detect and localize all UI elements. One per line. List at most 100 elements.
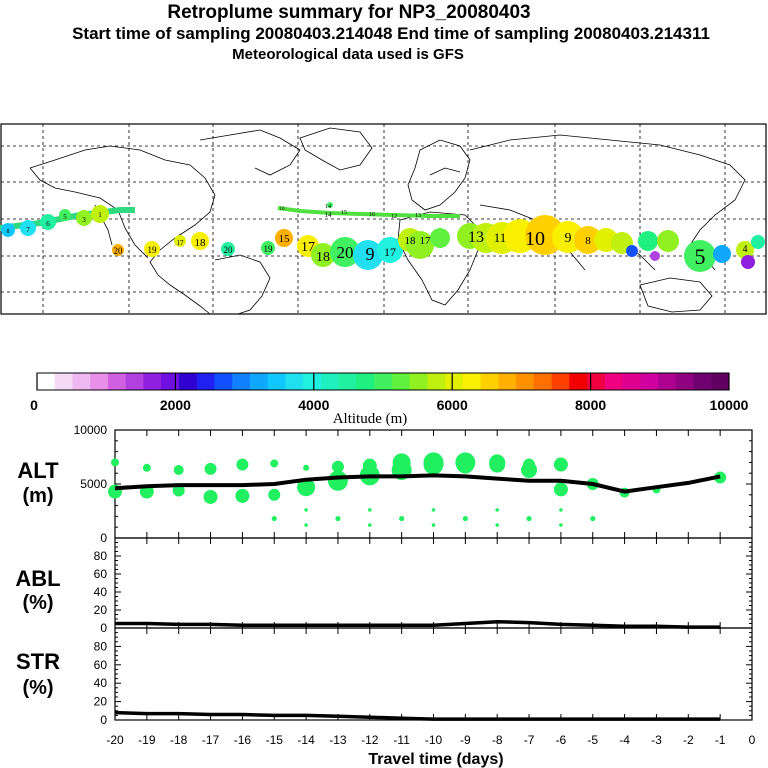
colorbar-swatch (196, 373, 215, 390)
plume-blob (751, 235, 765, 249)
x-tick-label: -9 (460, 733, 471, 747)
plume-day-label: 18 (405, 235, 417, 247)
plume-blobs (1, 202, 765, 272)
alt-bubble (423, 454, 444, 475)
alt-bubble (553, 482, 568, 497)
colorbar-swatch (622, 373, 641, 390)
alt-bubble (204, 462, 217, 475)
x-axis-label: Travel time (days) (368, 751, 503, 768)
plume-day-label: 17 (420, 235, 432, 247)
plume-day-label: 11 (494, 230, 507, 245)
alt-bubble (303, 464, 310, 471)
y-tick-label: 80 (94, 639, 108, 653)
alt-bubble (173, 464, 184, 475)
alt-panel: 10000 5000 0 (74, 423, 753, 545)
alt-bubble (489, 456, 506, 473)
plume-day-label: 10 (280, 207, 286, 212)
altitude-colorbar: 0 2000 4000 6000 8000 10000 (30, 372, 749, 413)
alt-bubble (172, 484, 185, 497)
plume-day-label: 20 (114, 246, 124, 256)
y-tick-label: 80 (94, 549, 108, 563)
plume-day-label: 8 (585, 235, 591, 247)
plume-day-label: 17 (177, 239, 185, 247)
plume-day-label: 10 (525, 228, 545, 250)
colorbar-swatch (249, 373, 269, 390)
alt-dot (271, 515, 277, 522)
plume-day-label: 16 (369, 212, 375, 218)
x-tick-label: -13 (329, 733, 347, 747)
alt-bubble (111, 458, 119, 467)
str-unit-label: (%) (22, 677, 53, 699)
plume-blob (377, 237, 403, 263)
alt-bubble (456, 455, 475, 474)
abl-panel: 80 60 40 20 0 (94, 537, 753, 635)
alt-dot (368, 523, 372, 527)
plume-blob (430, 228, 450, 248)
plume-blob (112, 244, 124, 256)
y-tick-label: 40 (94, 676, 108, 690)
plume-day-label: 1 (98, 211, 102, 219)
alt-dot (399, 515, 405, 522)
plume-day-label: 13 (415, 213, 421, 219)
met-data-note: Meteorological data used is GFS (232, 46, 464, 63)
plume-day-label: 15 (341, 210, 347, 216)
plume-blob (638, 231, 658, 251)
x-tick-label: -16 (234, 733, 252, 747)
alt-bubble (235, 488, 250, 503)
y-tick-label: 60 (94, 567, 108, 581)
plume-day-label: 7 (26, 226, 30, 234)
colorbar-swatch (445, 373, 464, 390)
plume-day-label: 6 (46, 220, 50, 228)
plume-blob (221, 242, 235, 256)
alt-bubble (521, 461, 538, 478)
plume-blob (650, 251, 660, 261)
colorbar-swatch (533, 373, 552, 390)
plume-blob (330, 237, 360, 267)
alt-dot (559, 523, 563, 527)
colorbar-swatch (90, 373, 109, 390)
plume-day-label: 5 (63, 213, 67, 221)
colorbar-swatch (658, 373, 677, 390)
colorbar-swatch (214, 373, 233, 390)
plume-day-label: 20 (337, 243, 354, 262)
colorbar-swatch (178, 373, 198, 390)
y-tick-label: 20 (94, 603, 108, 617)
colorbar-swatch (143, 373, 162, 390)
alt-bubble (142, 463, 151, 472)
alt-bubble (268, 488, 281, 501)
alt-bubble (297, 478, 316, 497)
alt-unit-label: (m) (22, 485, 53, 507)
colorbar-swatch (125, 373, 144, 390)
chart-title: Retroplume summary for NP3_20080403 (167, 2, 531, 23)
colorbar-swatch (711, 373, 730, 390)
colorbar-swatch (303, 373, 322, 390)
alt-dot (590, 515, 596, 522)
plume-blob (40, 214, 56, 230)
x-tick-label: -12 (361, 733, 379, 747)
plume-day-label: 14 (325, 204, 331, 210)
str-panel-frame (114, 627, 753, 721)
plume-blob (91, 205, 109, 223)
plume-blob (657, 230, 679, 252)
plume-blob (311, 243, 335, 267)
plume-day-label: 13 (468, 229, 484, 246)
plume-day-label: 15 (279, 233, 291, 245)
plume-day-label: 12 (391, 214, 397, 220)
colorbar-swatch (374, 373, 393, 390)
plume-blob (713, 245, 731, 263)
alt-bubble (553, 457, 568, 472)
colorbar-swatch (161, 373, 180, 390)
colorbar-label: Altitude (m) (333, 411, 408, 427)
plume-day-label: 5 (695, 244, 706, 269)
alt-dot (495, 523, 500, 527)
x-tick-label: -11 (393, 733, 410, 747)
alt-bubble (236, 458, 249, 471)
plume-blob (76, 210, 92, 226)
x-tick-label: -3 (651, 733, 662, 747)
alt-label: ALT (17, 458, 59, 483)
plume-blob (736, 241, 754, 259)
colorbar-tick-label: 0 (30, 397, 38, 413)
colorbar-tick-label: 8000 (575, 397, 606, 413)
